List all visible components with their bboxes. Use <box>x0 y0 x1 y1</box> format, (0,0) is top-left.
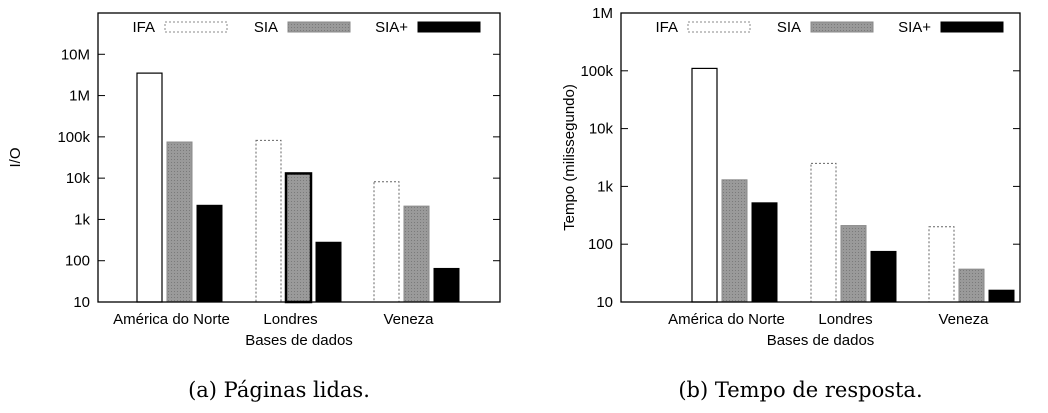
x-tick-label: Veneza <box>383 311 434 328</box>
y-tick-label: 1k <box>74 211 90 228</box>
x-tick-label: América do Norte <box>113 311 230 328</box>
bar-sia-2 <box>403 205 430 303</box>
y-tick-label: 1M <box>69 88 90 105</box>
bar-ifa-2 <box>373 181 400 303</box>
legend-swatch-ifa <box>164 21 228 33</box>
bar-ifa-1 <box>810 162 837 303</box>
bar-ifa-1 <box>255 139 282 303</box>
y-tick-label: 10 <box>73 294 90 311</box>
y-axis-title: Tempo (milissegundo) <box>561 84 578 231</box>
bar-sia-plus-2 <box>433 267 460 303</box>
bar-sia-0 <box>721 179 748 303</box>
y-tick-label: 100k <box>57 129 90 146</box>
legend-label-sia: SIA <box>777 19 801 36</box>
figure-caption: (b) Tempo de resposta. <box>678 378 922 402</box>
legend-label-ifa: IFA <box>655 19 678 36</box>
legend-swatch-ifa <box>687 21 751 33</box>
y-tick-label: 100k <box>580 63 613 80</box>
legend-swatch-sia-plus <box>940 21 1004 33</box>
x-axis-title: Bases de dados <box>767 332 875 349</box>
plot-frame <box>97 12 501 303</box>
figure-caption: (a) Páginas lidas. <box>188 378 370 402</box>
bar-ifa-0 <box>136 72 163 303</box>
bar-sia-0 <box>166 141 193 303</box>
bar-sia-plus-2 <box>988 289 1015 303</box>
legend-swatch-sia <box>287 21 351 33</box>
y-axis-title: I/O <box>7 147 24 167</box>
x-tick-label: Londres <box>818 311 872 328</box>
legend-swatch-sia <box>810 21 874 33</box>
plot-frame <box>620 12 1021 303</box>
bar-sia-2 <box>958 268 985 303</box>
legend-swatch-sia-plus <box>417 21 481 33</box>
y-tick-label: 10 <box>596 294 613 311</box>
legend-label-sia-plus: SIA+ <box>375 19 408 36</box>
chart-tempo-de-resposta: 10 100 1k 10k 100k 1M América do Norte Londres V… <box>561 5 1021 402</box>
bar-ifa-2 <box>928 226 955 303</box>
legend-label-sia: SIA <box>254 19 278 36</box>
y-tick-label: 10k <box>589 121 614 138</box>
bar-sia-plus-0 <box>196 204 223 303</box>
x-tick-label: Veneza <box>938 311 989 328</box>
y-tick-label: 100 <box>588 236 613 253</box>
bar-sia-plus-1 <box>870 250 897 303</box>
bar-sia-1 <box>284 172 313 304</box>
bar-sia-plus-0 <box>751 202 778 303</box>
x-tick-label: Londres <box>263 311 317 328</box>
bar-sia-1 <box>840 225 867 303</box>
x-axis-title: Bases de dados <box>245 332 353 349</box>
y-tick-label: 1M <box>592 5 613 22</box>
legend-label-ifa: IFA <box>132 19 155 36</box>
chart-paginas-lidas: 10 100 1k 10k 100k 1M 10M América do Norte Londr… <box>7 12 501 402</box>
y-tick-label: 10k <box>66 170 91 187</box>
y-tick-label: 1k <box>597 178 613 195</box>
y-tick-label: 10M <box>61 46 90 63</box>
legend-label-sia-plus: SIA+ <box>898 19 931 36</box>
bar-ifa-0 <box>691 67 718 303</box>
x-tick-label: América do Norte <box>668 311 785 328</box>
bar-sia-plus-1 <box>315 241 342 303</box>
y-tick-label: 100 <box>65 253 90 270</box>
